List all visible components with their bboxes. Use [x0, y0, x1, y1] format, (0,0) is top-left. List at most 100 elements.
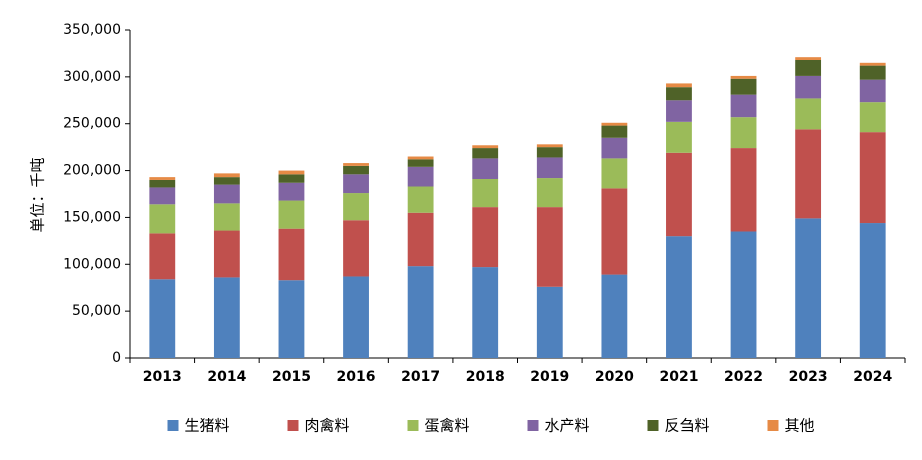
x-tick-label: 2013: [143, 369, 182, 385]
bar-segment-2023-0: [795, 218, 822, 358]
bar-segment-2013-5: [149, 177, 176, 180]
bar-segment-2021-0: [666, 236, 692, 358]
bar-segment-2020-4: [601, 125, 628, 138]
x-tick-label: 2022: [724, 369, 763, 385]
bar-segment-2018-2: [472, 179, 499, 208]
bar-segment-2014-1: [213, 230, 240, 278]
bar-segment-2024-2: [859, 102, 886, 133]
bar-segment-2016-1: [343, 220, 369, 277]
bar-stack-2021: [666, 83, 692, 358]
bar-segment-2018-4: [472, 148, 499, 159]
bar-segment-2016-5: [343, 163, 369, 166]
x-tick-label: 2014: [207, 369, 246, 385]
x-tick-label: 2024: [853, 369, 892, 385]
y-axis: 0 50,000 100,000 150,000 200,000 250,000 300,0…: [63, 22, 131, 366]
bar-segment-2022-4: [730, 78, 757, 95]
x-tick-label: 2018: [466, 369, 505, 385]
x-tick-label: 2016: [337, 369, 376, 385]
bar-segment-2017-5: [407, 156, 434, 160]
y-tick-label: 150,000: [63, 209, 121, 225]
legend-swatch: [167, 420, 179, 431]
bar-segment-2019-0: [536, 286, 563, 358]
bar-stack-2017: [407, 156, 434, 358]
x-tick-label: 2017: [401, 369, 440, 385]
bar-segment-2014-4: [213, 177, 240, 185]
bar-segment-2022-5: [730, 75, 757, 79]
bar-segment-2019-2: [536, 178, 563, 208]
bar-segment-2013-4: [149, 179, 176, 188]
legend-swatch: [287, 420, 299, 431]
bar-segment-2023-1: [795, 129, 822, 219]
bar-segment-2017-2: [407, 186, 434, 213]
bars: [149, 57, 886, 358]
bar-segment-2015-3: [278, 182, 305, 201]
bar-segment-2017-3: [407, 166, 434, 187]
bar-segment-2021-2: [666, 121, 692, 153]
bar-stack-2019: [536, 144, 563, 358]
y-tick-label: 300,000: [63, 69, 121, 85]
x-tick-label: 2015: [272, 369, 311, 385]
legend-label: 其他: [785, 417, 815, 435]
bar-stack-2013: [149, 177, 176, 358]
bar-segment-2015-1: [278, 228, 305, 281]
bar-segment-2013-1: [149, 233, 176, 280]
bar-segment-2022-0: [730, 231, 757, 358]
y-tick-label: 250,000: [63, 116, 121, 132]
bar-stack-2014: [213, 173, 240, 358]
bar-segment-2022-3: [730, 94, 757, 118]
legend-swatch: [647, 420, 659, 431]
legend-swatch: [527, 420, 539, 431]
bar-segment-2018-0: [472, 267, 499, 358]
bar-segment-2024-0: [859, 223, 886, 358]
bar-segment-2015-5: [278, 170, 305, 175]
legend-label: 反刍料: [665, 417, 710, 435]
bar-segment-2015-4: [278, 174, 305, 183]
bar-segment-2019-5: [536, 144, 563, 148]
legend-swatch: [407, 420, 419, 431]
bar-segment-2017-0: [407, 266, 434, 358]
bar-segment-2017-4: [407, 159, 434, 167]
bar-segment-2022-1: [730, 148, 757, 232]
bar-segment-2024-3: [859, 79, 886, 103]
y-axis-label: 单位：千吨: [29, 157, 47, 232]
bar-stack-2023: [795, 57, 822, 358]
bar-segment-2024-5: [859, 62, 886, 66]
bar-segment-2021-5: [666, 83, 692, 88]
x-tick-label: 2019: [530, 369, 569, 385]
legend-item-1: 肉禽料: [287, 417, 350, 435]
y-tick-label: 50,000: [72, 303, 121, 319]
bar-segment-2024-4: [859, 65, 886, 80]
bar-stack-2015: [278, 170, 305, 358]
legend-item-5: 其他: [767, 417, 815, 435]
bar-segment-2020-3: [601, 137, 628, 159]
bar-segment-2021-4: [666, 87, 692, 101]
bar-segment-2013-2: [149, 204, 176, 234]
bar-segment-2014-2: [213, 203, 240, 231]
bar-segment-2024-1: [859, 132, 886, 224]
bar-segment-2017-1: [407, 212, 434, 267]
bar-segment-2013-3: [149, 187, 176, 205]
bar-segment-2023-2: [795, 98, 822, 130]
bar-segment-2019-1: [536, 207, 563, 287]
legend-label: 水产料: [545, 417, 590, 435]
bar-segment-2018-3: [472, 158, 499, 180]
x-tick-label: 2020: [595, 369, 634, 385]
bar-segment-2016-0: [343, 276, 369, 358]
bar-segment-2019-3: [536, 157, 563, 179]
bar-segment-2021-3: [666, 100, 692, 122]
legend-label: 生猪料: [185, 417, 230, 435]
legend-item-3: 水产料: [527, 417, 590, 435]
bar-segment-2021-1: [666, 152, 692, 237]
x-axis: 2013 2014 2015 2016 2017 2018 2019 2020 2021 2022…: [129, 357, 906, 385]
y-tick-label: 350,000: [63, 22, 121, 38]
y-tick-label: 100,000: [63, 256, 121, 272]
bar-segment-2014-5: [213, 173, 240, 178]
bar-segment-2015-2: [278, 200, 305, 229]
bar-stack-2022: [730, 75, 757, 358]
bar-segment-2018-5: [472, 145, 499, 149]
bar-segment-2023-5: [795, 57, 822, 60]
y-tick-label: 0: [112, 350, 121, 366]
y-tick-label: 200,000: [63, 163, 121, 179]
bar-stack-2016: [343, 163, 369, 358]
bar-segment-2020-0: [601, 274, 628, 358]
